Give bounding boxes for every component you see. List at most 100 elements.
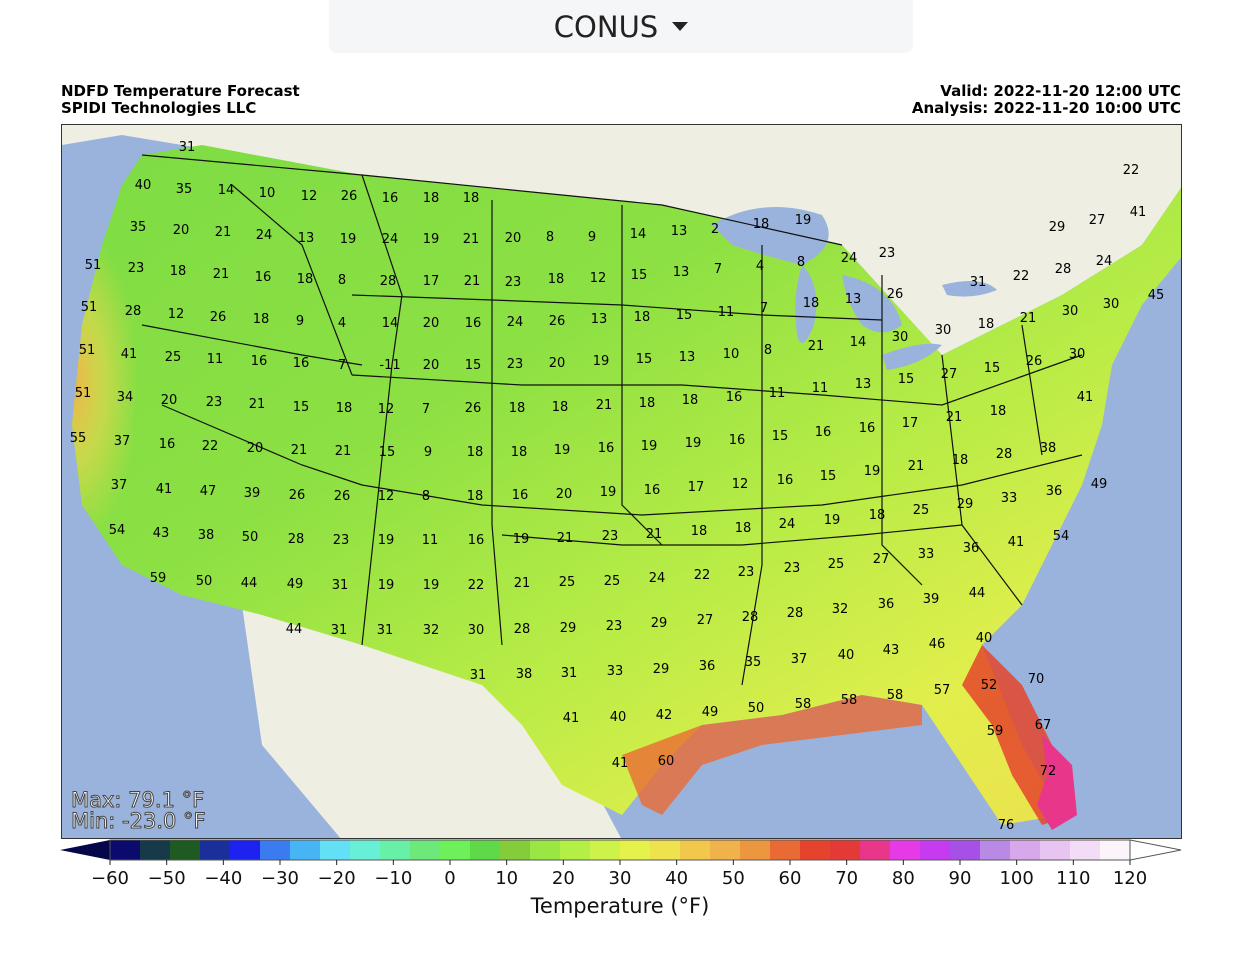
temperature-label: 18 [297, 272, 314, 287]
west-coast-warm-band [72, 155, 262, 615]
colorbar-block [140, 840, 171, 860]
temperature-label: 26 [334, 489, 351, 504]
temperature-label: 18 [634, 310, 651, 325]
temperature-label: 13 [591, 312, 608, 327]
temperature-label: 19 [864, 464, 881, 479]
temperature-label: 41 [121, 347, 138, 362]
temperature-label: 35 [745, 655, 762, 670]
temperature-label: 33 [918, 547, 935, 562]
conus-land [72, 145, 1181, 825]
temperature-label: 31 [970, 275, 987, 290]
temperature-label: 31 [470, 668, 487, 683]
temperature-label: 18 [978, 317, 995, 332]
colorbar-block [1040, 840, 1071, 860]
colorbar-block [1100, 840, 1131, 860]
temperature-label: 21 [514, 576, 531, 591]
colorbar-under-arrow [60, 840, 110, 860]
temperature-label: 13 [298, 231, 315, 246]
temperature-label: 30 [468, 623, 485, 638]
temperature-label: 13 [855, 377, 872, 392]
colorbar-block [1070, 840, 1101, 860]
temperature-label: 11 [769, 386, 786, 401]
temperature-label: 9 [588, 230, 596, 245]
colorbar-blocks [60, 839, 1182, 861]
temperature-label: 29 [560, 621, 577, 636]
temperature-label: 7 [338, 358, 346, 373]
temperature-label: 51 [85, 258, 102, 273]
colorbar-block [980, 840, 1011, 860]
temperature-label: 41 [156, 482, 173, 497]
colorbar-block [350, 840, 381, 860]
temperature-label: 36 [963, 541, 980, 556]
map-title: NDFD Temperature Forecast [61, 82, 300, 100]
temperature-label: 37 [791, 652, 808, 667]
temperature-label: 20 [423, 358, 440, 373]
temperature-label: 30 [1103, 297, 1120, 312]
lake-ontario [942, 281, 997, 297]
temperature-label: 40 [976, 631, 993, 646]
temperature-label: 15 [631, 268, 648, 283]
temperature-label: 54 [109, 523, 126, 538]
temperature-label: 16 [293, 356, 310, 371]
state-borders [141, 154, 1083, 686]
temperature-label: 16 [382, 191, 399, 206]
temperature-label: 31 [377, 623, 394, 638]
colorbar-block [560, 840, 591, 860]
colorbar-block [590, 840, 621, 860]
temperature-label: 15 [820, 469, 837, 484]
region-selector-dropdown[interactable]: CONUS [329, 0, 913, 53]
temperature-label: 9 [296, 314, 304, 329]
temperature-label: 20 [556, 487, 573, 502]
temperature-label: 21 [213, 267, 230, 282]
temperature-label: 18 [952, 453, 969, 468]
temperature-label: 16 [777, 473, 794, 488]
temperature-label: 2 [711, 222, 719, 237]
temperature-label: 25 [559, 575, 576, 590]
temperature-label: 24 [649, 571, 666, 586]
temperature-label: 35 [130, 220, 147, 235]
temperature-label: 20 [161, 393, 178, 408]
temperature-label: 13 [673, 265, 690, 280]
colorbar-block [410, 840, 441, 860]
temperature-label: 21 [908, 459, 925, 474]
temperature-label: 25 [828, 557, 845, 572]
temperature-label: 43 [153, 526, 170, 541]
temperature-label: 8 [797, 255, 805, 270]
temperature-label: 37 [114, 434, 131, 449]
temperature-label: 15 [293, 400, 310, 415]
temperature-label: 30 [1069, 347, 1086, 362]
temperature-label: 19 [423, 578, 440, 593]
temperature-label: 21 [596, 398, 613, 413]
temperature-label: 26 [289, 488, 306, 503]
temperature-label: 18 [336, 401, 353, 416]
map-header-left: NDFD Temperature Forecast SPIDI Technolo… [61, 83, 300, 117]
map-header-right: Valid: 2022-11-20 12:00 UTC Analysis: 20… [912, 83, 1181, 117]
temperature-label: 40 [135, 178, 152, 193]
colorbar-block [440, 840, 471, 860]
temperature-label: 49 [287, 577, 304, 592]
temperature-label: 15 [379, 445, 396, 460]
temperature-label: 18 [548, 272, 565, 287]
gulf-coast-warm-band [622, 695, 922, 815]
temperature-label: 24 [1096, 254, 1113, 269]
temperature-label: 20 [549, 356, 566, 371]
temperature-label: 12 [732, 477, 749, 492]
temperature-label: 51 [79, 343, 96, 358]
temperature-label: 29 [1049, 220, 1066, 235]
colorbar-tick-label: 20 [552, 868, 575, 889]
colorbar-block [770, 840, 801, 860]
colorbar-tick-label: −60 [91, 868, 129, 889]
colorbar-tick-label: −20 [318, 868, 356, 889]
temperature-label: 26 [1026, 354, 1043, 369]
temperature-label: 14 [850, 335, 867, 350]
temperature-label: 24 [382, 232, 399, 247]
temperature-label: 18 [423, 191, 440, 206]
temperature-label: 18 [511, 445, 528, 460]
temperature-label: 11 [812, 381, 829, 396]
temperature-label: 45 [1148, 288, 1165, 303]
caret-down-icon [672, 22, 689, 31]
temperature-label: 8 [422, 489, 430, 504]
temperature-label: -11 [379, 358, 400, 373]
temperature-label: 19 [641, 439, 658, 454]
